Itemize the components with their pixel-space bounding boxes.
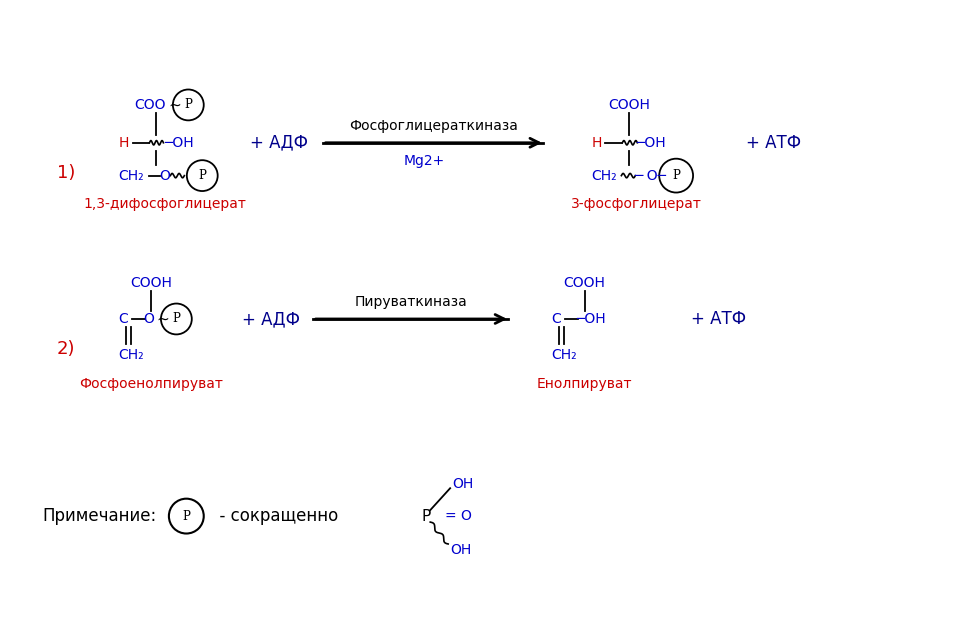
Text: CH₂: CH₂ <box>119 169 144 182</box>
Text: P: P <box>183 510 190 522</box>
Text: + АДФ: + АДФ <box>250 134 308 152</box>
Text: + АТФ: + АТФ <box>692 310 747 328</box>
Text: C: C <box>552 312 561 326</box>
Text: OH: OH <box>450 543 471 557</box>
Text: COOH: COOH <box>563 276 606 290</box>
Text: Фосфоглицераткиназа: Фосфоглицераткиназа <box>350 119 518 133</box>
Text: COOH: COOH <box>130 276 172 290</box>
Text: 1): 1) <box>57 164 75 182</box>
Text: O: O <box>159 169 170 182</box>
Text: H: H <box>591 136 602 150</box>
Text: ─OH: ─OH <box>637 136 666 150</box>
Text: P: P <box>185 98 192 112</box>
Text: = O: = O <box>445 509 472 523</box>
Text: P: P <box>198 169 206 182</box>
Text: P: P <box>672 169 680 182</box>
Text: Mg2+: Mg2+ <box>403 154 444 167</box>
Circle shape <box>173 90 204 120</box>
Text: COOH: COOH <box>609 98 650 112</box>
Text: C: C <box>119 312 128 326</box>
Text: COO: COO <box>134 98 166 112</box>
Text: CH₂: CH₂ <box>119 348 144 362</box>
Text: 1,3-дифосфоглицерат: 1,3-дифосфоглицерат <box>83 198 246 211</box>
Text: ─OH: ─OH <box>577 312 607 326</box>
Text: CH₂: CH₂ <box>552 348 578 362</box>
Text: 2): 2) <box>57 340 75 358</box>
Text: + АДФ: + АДФ <box>242 310 300 328</box>
Text: ─OH: ─OH <box>164 136 194 150</box>
Text: Примечание:: Примечание: <box>42 507 156 525</box>
Circle shape <box>169 498 204 534</box>
Text: ~: ~ <box>156 312 169 327</box>
Circle shape <box>659 159 693 192</box>
Text: + АТФ: + АТФ <box>746 134 801 152</box>
Circle shape <box>161 303 192 334</box>
Text: H: H <box>119 136 129 150</box>
Text: 3-фосфоглицерат: 3-фосфоглицерат <box>571 198 701 211</box>
Circle shape <box>186 160 217 191</box>
Text: CH₂: CH₂ <box>591 169 617 182</box>
Text: O: O <box>144 312 155 326</box>
Text: Пируваткиназа: Пируваткиназа <box>355 295 468 309</box>
Text: ~: ~ <box>168 97 182 112</box>
Text: ─ O─: ─ O─ <box>635 169 667 182</box>
Text: P: P <box>421 508 431 524</box>
Text: Фосфоенолпируват: Фосфоенолпируват <box>79 377 223 391</box>
Text: Енолпируват: Енолпируват <box>537 377 633 391</box>
Text: - сокращенно: - сокращенно <box>210 507 338 525</box>
Text: OH: OH <box>452 477 473 491</box>
Text: P: P <box>172 312 181 325</box>
